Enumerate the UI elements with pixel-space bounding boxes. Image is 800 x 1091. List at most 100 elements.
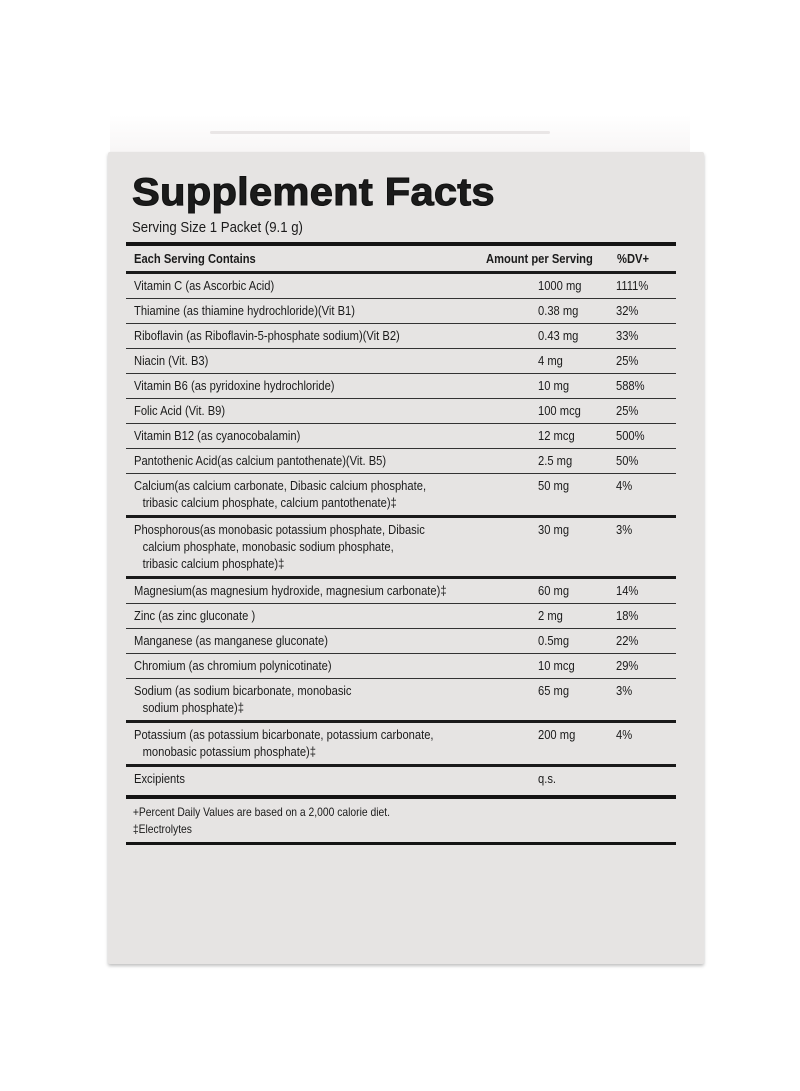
amount-per-serving: 50 mg (538, 478, 570, 493)
box-top-faded-text (210, 131, 550, 134)
table-row: Niacin (Vit. B3) 4 mg 25% (126, 349, 676, 373)
nutrient-name-cont: calcium phosphate, monobasic sodium phos… (142, 539, 394, 554)
nutrient-name: Riboflavin (as Riboflavin-5-phosphate so… (134, 328, 400, 343)
nutrient-name-cont2: tribasic calcium phosphate)‡ (142, 556, 285, 571)
nutrient-name: Magnesium(as magnesium hydroxide, magnes… (134, 583, 447, 598)
header-amount: Amount per Serving (485, 251, 593, 266)
electrolytes-footnote: ‡Electrolytes (132, 822, 192, 836)
amount-per-serving: 2 mg (538, 608, 564, 623)
serving-size: Serving Size 1 Packet (9.1 g) (132, 219, 303, 236)
daily-value: 29% (616, 658, 639, 673)
table-row: Vitamin B12 (as cyanocobalamin) 12 mcg 500… (126, 424, 676, 448)
box-top-flap (110, 115, 690, 155)
daily-value: 3% (616, 522, 633, 537)
daily-value: 4% (616, 727, 633, 742)
table-row: Manganese (as manganese gluconate) 0.5mg 2… (126, 629, 676, 653)
table-row: Pantothenic Acid(as calcium pantothenate… (126, 449, 676, 473)
supplement-facts-panel (108, 152, 704, 964)
header-dv: %DV+ (617, 251, 650, 266)
nutrient-name: Vitamin B12 (as cyanocobalamin) (134, 428, 301, 443)
divider (126, 323, 676, 324)
daily-value: 25% (616, 353, 639, 368)
daily-value: 1111% (616, 278, 649, 293)
nutrient-name: Excipients (134, 771, 185, 786)
table-row: Calcium(as calcium carbonate, Dibasic ca… (126, 474, 676, 515)
divider (126, 271, 676, 274)
amount-per-serving: 2.5 mg (538, 453, 573, 468)
amount-per-serving: 4 mg (538, 353, 564, 368)
table-row: Vitamin B6 (as pyridoxine hydrochloride)… (126, 374, 676, 398)
daily-value: 32% (616, 303, 639, 318)
divider (126, 373, 676, 374)
table-header: Each Serving Contains Amount per Serving… (126, 246, 676, 271)
amount-per-serving: 100 mcg (538, 403, 582, 418)
table-row: Sodium (as sodium bicarbonate, monobasic… (126, 679, 676, 720)
table-row: Vitamin C (as Ascorbic Acid) 1000 mg 1111% (126, 274, 676, 298)
divider (126, 764, 676, 767)
nutrient-name: Pantothenic Acid(as calcium pantothenate… (134, 453, 387, 468)
nutrient-name: Sodium (as sodium bicarbonate, monobasic… (134, 682, 482, 716)
nutrient-name: Calcium(as calcium carbonate, Dibasic ca… (134, 477, 482, 511)
divider (126, 603, 676, 604)
nutrient-name: Niacin (Vit. B3) (134, 353, 209, 368)
divider (126, 423, 676, 424)
divider (126, 795, 676, 799)
daily-value: 500% (616, 428, 645, 443)
daily-value: 4% (616, 478, 633, 493)
divider (126, 298, 676, 299)
amount-per-serving: 10 mcg (538, 658, 575, 673)
divider (126, 576, 676, 579)
divider (126, 242, 676, 246)
table-row: Thiamine (as thiamine hydrochloride)(Vit… (126, 299, 676, 323)
table-row: Excipients q.s. (126, 767, 676, 791)
nutrient-name: Folic Acid (Vit. B9) (134, 403, 226, 418)
daily-value: 18% (616, 608, 639, 623)
nutrient-name-cont: tribasic calcium phosphate, calcium pant… (142, 495, 397, 510)
daily-value: 33% (616, 328, 639, 343)
divider (126, 842, 676, 845)
table-row: Riboflavin (as Riboflavin-5-phosphate so… (126, 324, 676, 348)
dv-footnote: +Percent Daily Values are based on a 2,0… (132, 805, 390, 819)
amount-per-serving: 60 mg (538, 583, 570, 598)
divider (126, 398, 676, 399)
table-row: Potassium (as potassium bicarbonate, pot… (126, 723, 676, 764)
nutrient-name: Potassium (as potassium bicarbonate, pot… (134, 726, 482, 760)
nutrient-name: Zinc (as zinc gluconate ) (134, 608, 256, 623)
daily-value: 14% (616, 583, 639, 598)
amount-per-serving: 10 mg (538, 378, 570, 393)
nutrient-name: Manganese (as manganese gluconate) (134, 633, 328, 648)
nutrient-name: Chromium (as chromium polynicotinate) (134, 658, 332, 673)
divider (126, 628, 676, 629)
nutrient-name: Thiamine (as thiamine hydrochloride)(Vit… (134, 303, 356, 318)
nutrient-name: Vitamin C (as Ascorbic Acid) (134, 278, 275, 293)
amount-per-serving: 0.43 mg (538, 328, 579, 343)
panel-title: Supplement Facts (131, 171, 495, 214)
amount-per-serving: 12 mcg (538, 428, 575, 443)
daily-value: 50% (616, 453, 639, 468)
amount-per-serving: 1000 mg (538, 278, 582, 293)
divider (126, 348, 676, 349)
supplement-facts-label: Supplement Facts Serving Size 1 Packet (… (126, 171, 676, 845)
footnotes: +Percent Daily Values are based on a 2,0… (126, 799, 599, 842)
divider (126, 720, 676, 723)
daily-value: 25% (616, 403, 639, 418)
divider (126, 473, 676, 474)
daily-value: 588% (616, 378, 645, 393)
table-row: Chromium (as chromium polynicotinate) 10 … (126, 654, 676, 678)
nutrient-name: Phosphorous(as monobasic potassium phosp… (134, 521, 482, 572)
nutrient-name-cont: sodium phosphate)‡ (142, 700, 244, 715)
divider (126, 678, 676, 679)
amount-per-serving: 200 mg (538, 727, 576, 742)
daily-value: 3% (616, 683, 633, 698)
table-row: Magnesium(as magnesium hydroxide, magnes… (126, 579, 676, 603)
header-nutrient: Each Serving Contains (134, 251, 256, 266)
amount-per-serving: 30 mg (538, 522, 570, 537)
table-row: Folic Acid (Vit. B9) 100 mcg 25% (126, 399, 676, 423)
nutrient-table: Vitamin C (as Ascorbic Acid) 1000 mg 1111%… (126, 274, 676, 791)
daily-value: 22% (616, 633, 639, 648)
nutrient-name-cont: monobasic potassium phosphate)‡ (142, 744, 316, 759)
table-row: Zinc (as zinc gluconate ) 2 mg 18% (126, 604, 676, 628)
amount-per-serving: 0.5mg (538, 633, 570, 648)
nutrient-name: Vitamin B6 (as pyridoxine hydrochloride) (134, 378, 335, 393)
table-row: Phosphorous(as monobasic potassium phosp… (126, 518, 676, 576)
